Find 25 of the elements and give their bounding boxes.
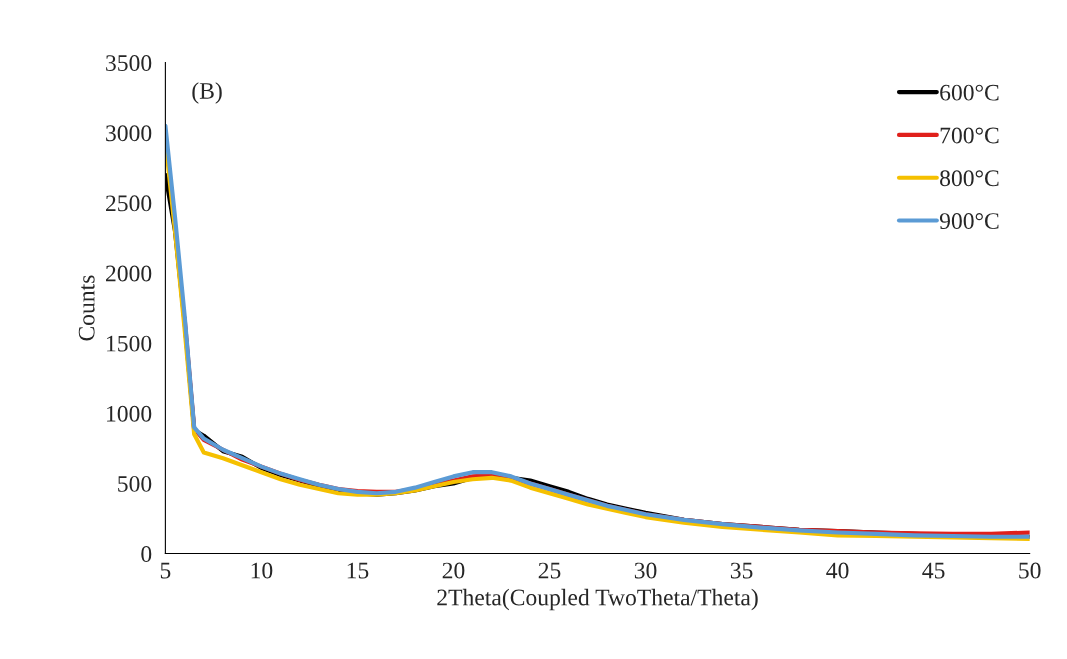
y-tick-label: 3000 bbox=[106, 125, 152, 142]
legend-label: 700°C bbox=[940, 127, 999, 144]
x-tick-label: 15 bbox=[347, 562, 369, 579]
x-tick-label: 30 bbox=[634, 562, 657, 579]
x-tick-label: 45 bbox=[922, 562, 945, 579]
y-tick-label: 1000 bbox=[107, 405, 152, 422]
legend-label: 800°C bbox=[940, 170, 999, 187]
legend-label: 900°C bbox=[939, 213, 999, 230]
x-tick-label: 20 bbox=[442, 562, 465, 579]
y-tick-label: 2500 bbox=[106, 195, 152, 212]
x-axis-title: 2Theta(Coupled TwoTheta/Theta) bbox=[437, 588, 758, 611]
y-tick-label: 500 bbox=[118, 475, 152, 492]
y-tick-label: 2000 bbox=[106, 265, 152, 282]
legend-label: 600°C bbox=[940, 84, 999, 101]
y-axis-title: Counts bbox=[78, 275, 95, 341]
x-tick-label: 5 bbox=[160, 562, 171, 579]
x-tick-label: 35 bbox=[730, 562, 753, 579]
x-tick-label: 40 bbox=[826, 562, 849, 579]
x-tick-label: 10 bbox=[251, 562, 273, 579]
y-tick-label: 3500 bbox=[106, 55, 152, 72]
annotation: (B) bbox=[192, 82, 222, 104]
y-tick-label: 1500 bbox=[107, 335, 152, 352]
y-tick-label: 0 bbox=[141, 546, 152, 562]
x-tick-label: 50 bbox=[1019, 562, 1041, 579]
x-tick-label: 25 bbox=[538, 562, 561, 579]
